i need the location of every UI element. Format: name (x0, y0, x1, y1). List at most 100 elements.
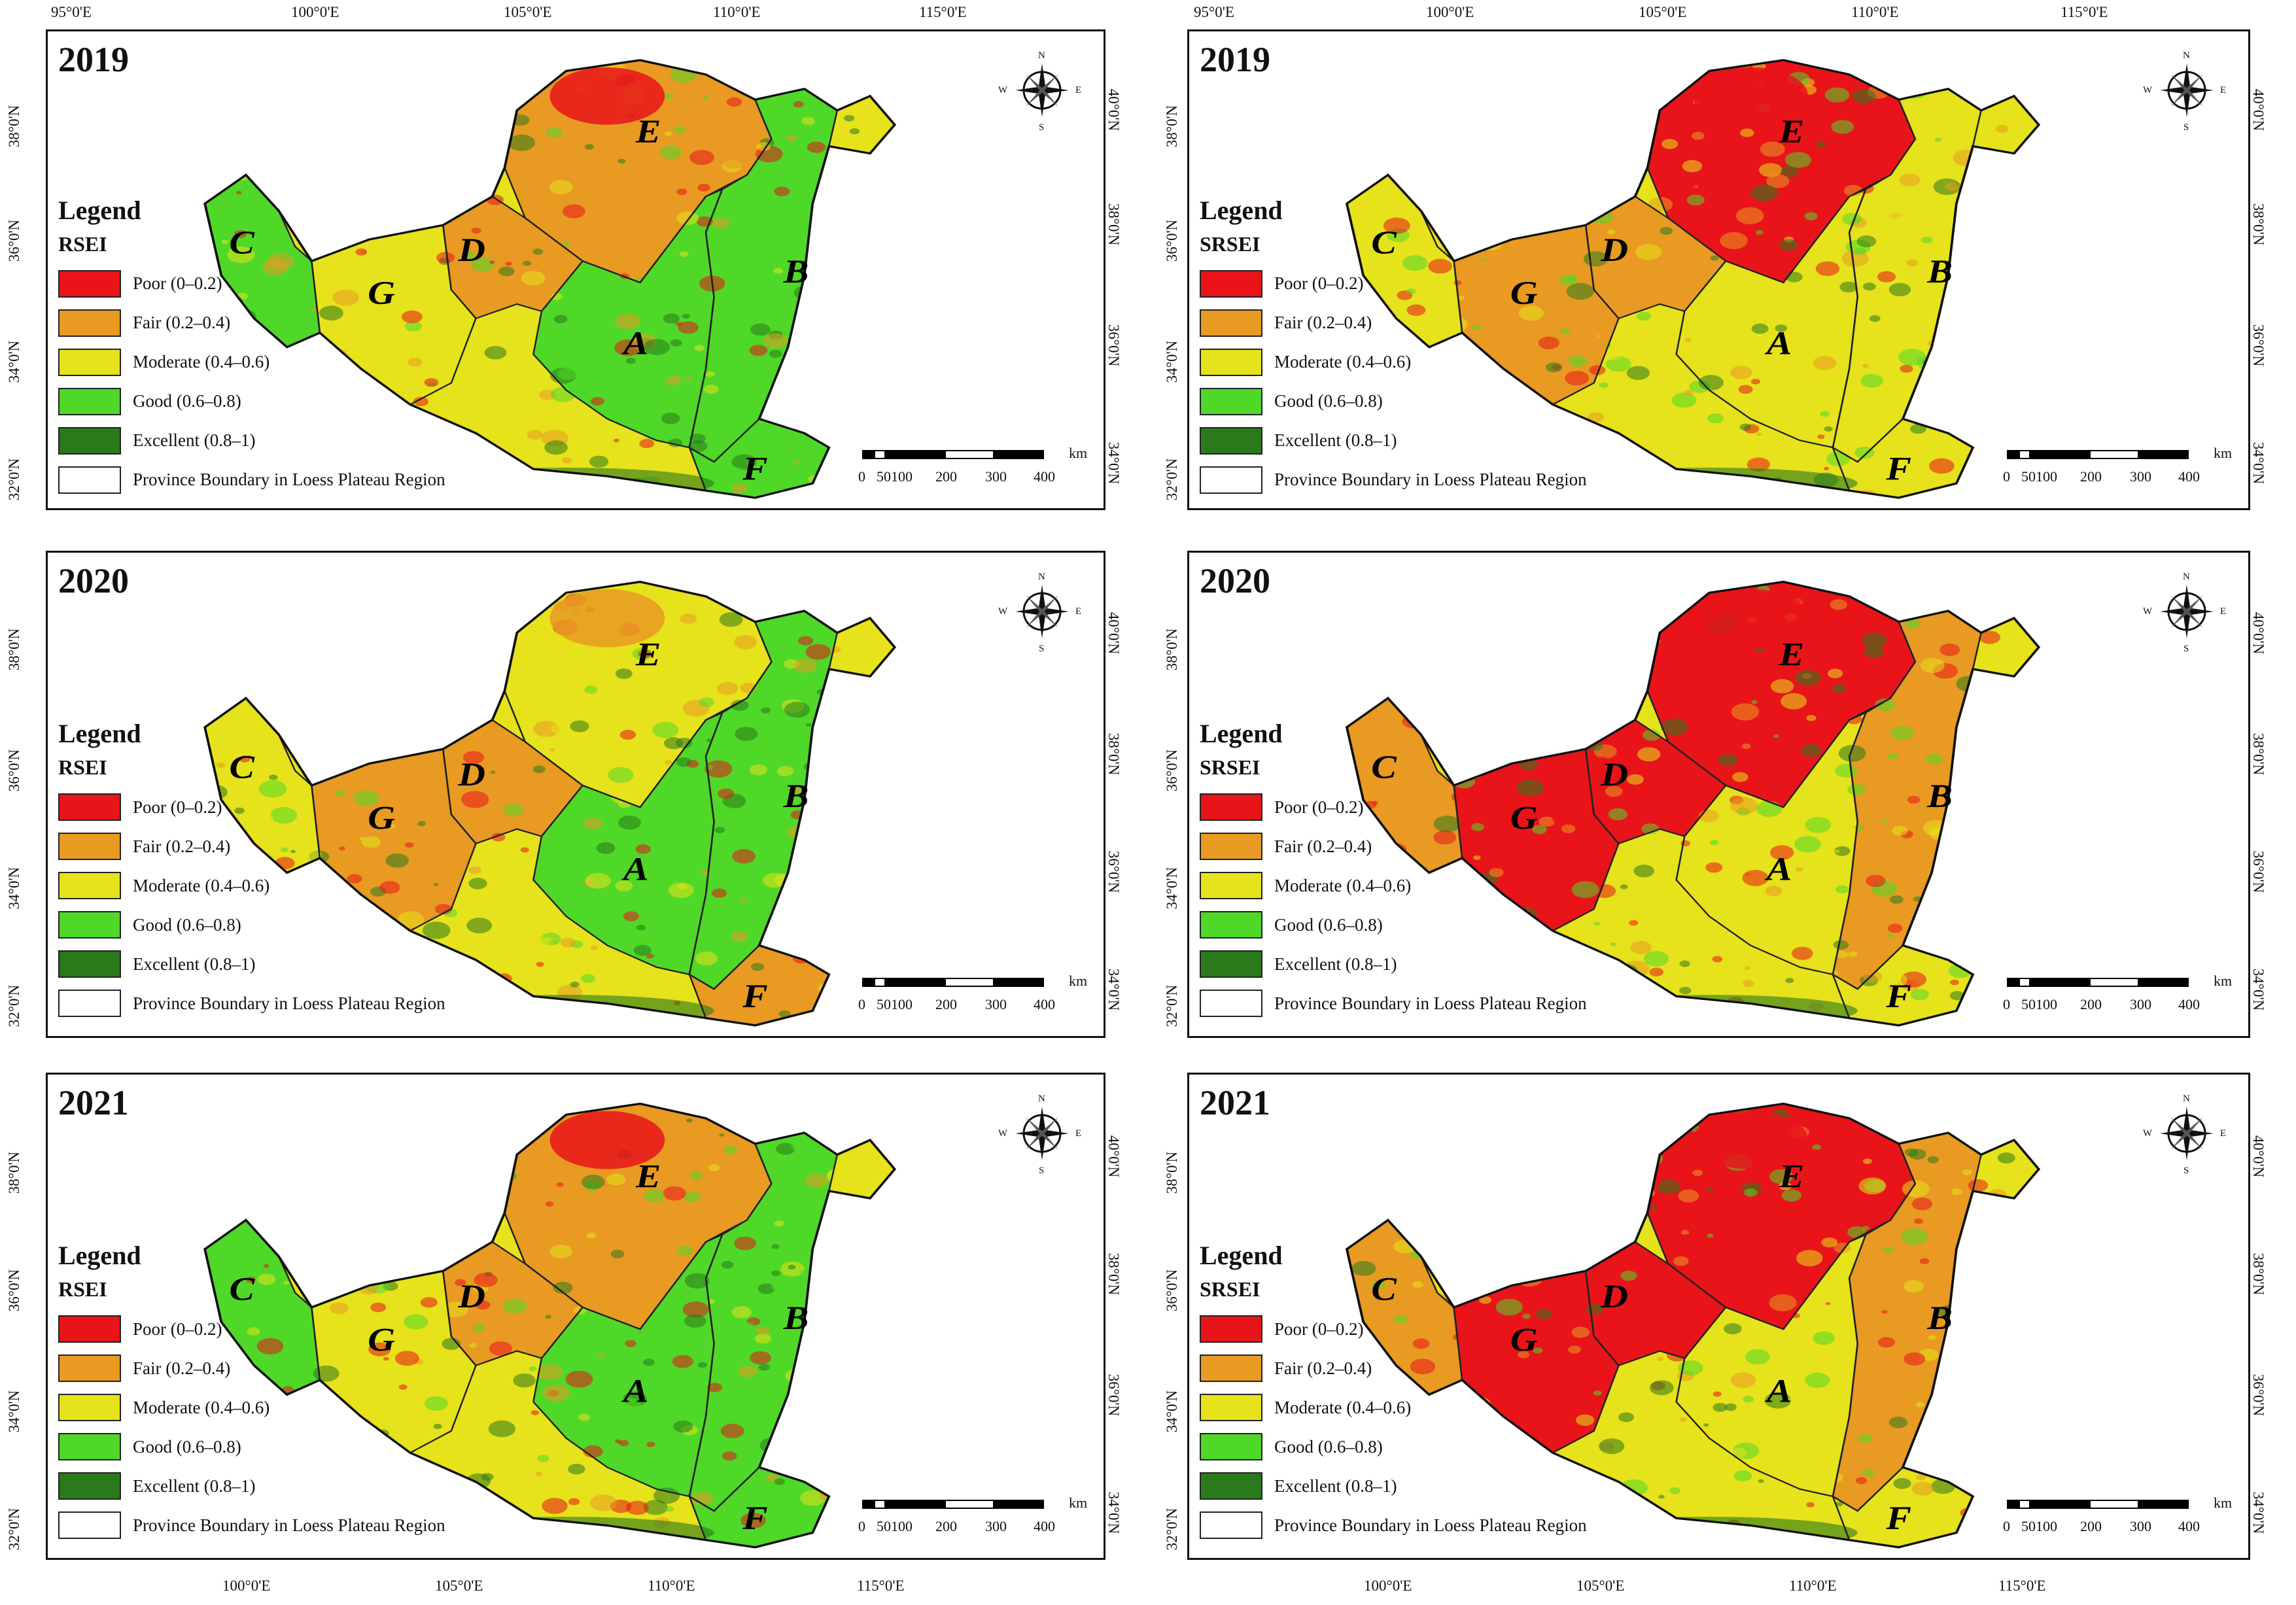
land-cover-patch (1684, 337, 1692, 342)
land-cover-patch (1470, 823, 1484, 831)
land-cover-patch (813, 1364, 833, 1376)
legend-swatch-boundary (1200, 990, 1262, 1018)
land-cover-patch (1977, 1222, 1992, 1232)
lat-label: 36°0'N (2250, 850, 2267, 893)
land-cover-patch (347, 1331, 358, 1339)
land-cover-patch (1824, 1472, 1843, 1483)
bottom-lon-label: 100°0'E (1364, 1578, 1412, 1594)
land-cover-patch (339, 846, 345, 851)
land-cover-patch (313, 1209, 331, 1221)
land-cover-patch (1866, 874, 1886, 888)
land-cover-patch (398, 1384, 408, 1390)
land-cover-patch (520, 847, 529, 853)
land-cover-patch (765, 80, 778, 88)
land-cover-patch (261, 1190, 277, 1200)
land-cover-patch (680, 674, 693, 682)
land-cover-patch (403, 1103, 413, 1107)
land-cover-patch (625, 358, 636, 364)
scale-bar: 0 50 100 200 300 400 km (858, 445, 1087, 489)
land-cover-patch (854, 1405, 867, 1413)
scale-tick-label: 300 (985, 1518, 1007, 1534)
legend-item: Poor (0–0.2) (58, 264, 445, 303)
land-cover-patch (1618, 970, 1633, 980)
legend-item: Excellent (0.8–1) (1200, 421, 1587, 460)
region-label-g: G (1510, 275, 1538, 311)
land-cover-patch (1367, 1190, 1392, 1205)
land-cover-patch (430, 1181, 444, 1190)
land-cover-patch (659, 145, 682, 160)
land-cover-patch (797, 1426, 824, 1443)
land-cover-patch (1630, 941, 1652, 954)
land-cover-patch (1854, 247, 1866, 255)
scale-unit-label: km (1069, 445, 1088, 461)
land-cover-patch (1875, 1251, 1882, 1255)
land-cover-patch (833, 683, 842, 689)
scale-bar: 0 50 100 200 300 400 km (858, 1494, 1087, 1539)
land-cover-patch (1996, 1103, 2022, 1114)
legend-item: Good (0.6–0.8) (58, 905, 445, 944)
land-cover-patch (1383, 217, 1410, 234)
land-cover-patch (1973, 1445, 1991, 1457)
land-cover-patch (1883, 972, 1907, 988)
land-cover-patch (1620, 1479, 1648, 1496)
loess-plateau-map: A B C D E F G (1345, 59, 2041, 499)
study-area-outline (1345, 1102, 2041, 1549)
land-cover-patch (827, 1014, 834, 1019)
land-cover-patch (461, 791, 489, 808)
legend-label: Poor (0–0.2) (133, 273, 222, 294)
land-cover-patch (561, 457, 572, 464)
legend-item: Excellent (0.8–1) (58, 1466, 445, 1506)
land-cover-patch (379, 1152, 397, 1164)
land-cover-patch (1537, 129, 1557, 142)
land-cover-patch (1706, 1187, 1714, 1192)
land-cover-patch (863, 774, 871, 780)
land-cover-patch (652, 721, 679, 738)
legend-label: Moderate (0.4–0.6) (133, 1397, 270, 1417)
land-cover-patch (560, 937, 576, 948)
compass-n-label: N (2183, 1094, 2190, 1104)
land-cover-patch (1644, 1526, 1667, 1540)
land-cover-patch (1601, 600, 1616, 609)
land-cover-patch (531, 1410, 539, 1415)
land-cover-patch (521, 271, 546, 286)
land-cover-patch (568, 1464, 585, 1475)
scale-bar-segment (2044, 1500, 2089, 1509)
land-cover-patch (749, 764, 768, 776)
scale-tick-label: 50 (877, 996, 891, 1012)
scale-bar-segment (2044, 450, 2089, 459)
land-cover-patch (1505, 1103, 1511, 1107)
land-cover-patch (615, 880, 633, 891)
land-cover-patch (1633, 865, 1654, 878)
land-cover-patch (1620, 1270, 1637, 1281)
land-cover-patch (1794, 836, 1821, 853)
land-cover-patch (468, 866, 481, 874)
land-cover-patch (1937, 365, 1957, 378)
land-cover-patch (1841, 213, 1862, 226)
land-cover-patch (1626, 366, 1650, 380)
land-cover-patch (1855, 1477, 1868, 1485)
land-cover-patch (705, 371, 715, 377)
land-cover-patch (677, 883, 687, 889)
land-cover-patch (489, 1341, 512, 1356)
land-cover-patch (1682, 160, 1703, 173)
land-cover-patch (387, 823, 396, 829)
top-lon-label: 115°0'E (2061, 4, 2108, 20)
land-cover-patch (1657, 1179, 1681, 1194)
land-cover-patch (1605, 94, 1614, 99)
land-cover-patch (1920, 658, 1945, 673)
land-cover-patch (1560, 328, 1571, 335)
land-cover-patch (1992, 230, 2011, 242)
land-cover-patch (1620, 884, 1628, 889)
land-cover-patch (1552, 849, 1561, 855)
land-cover-patch (1730, 1372, 1756, 1389)
land-cover-patch (458, 68, 483, 84)
land-cover-patch (338, 1220, 357, 1232)
land-cover-patch (413, 396, 429, 407)
land-cover-patch (1400, 141, 1424, 156)
land-cover-patch (676, 188, 687, 196)
land-cover-patch (381, 1113, 392, 1120)
land-cover-patch (243, 1137, 264, 1150)
land-cover-patch (1365, 581, 1385, 591)
region-label-f: F (742, 977, 768, 1014)
land-cover-patch (856, 702, 868, 710)
